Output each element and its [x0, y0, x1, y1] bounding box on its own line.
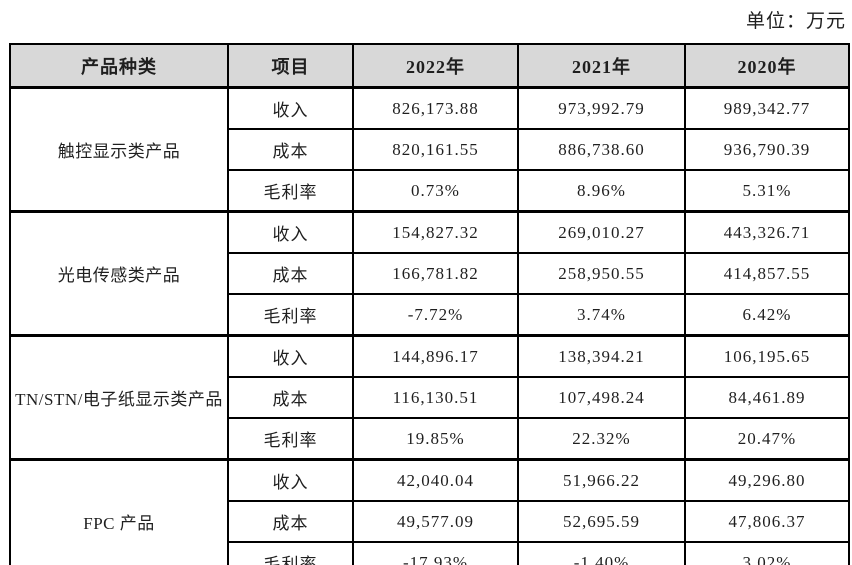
category-cell: TN/STN/电子纸显示类产品 [9, 334, 229, 461]
item-cell: 毛利率 [227, 169, 354, 213]
value-cell: 19.85% [352, 417, 519, 461]
table-row: 毛利率 0.73% 8.96% 5.31% [10, 169, 850, 213]
table-row: 毛利率 -17.93% -1.40% 3.02% [10, 541, 850, 565]
item-cell: 成本 [227, 376, 354, 419]
item-cell: 成本 [227, 500, 354, 543]
col-header-category: 产品种类 [9, 43, 229, 89]
value-cell: 107,498.24 [517, 376, 686, 419]
value-cell: 820,161.55 [352, 128, 519, 171]
value-cell: 84,461.89 [684, 376, 850, 419]
value-cell: 138,394.21 [517, 334, 686, 378]
value-cell: 51,966.22 [517, 458, 686, 502]
value-cell: 154,827.32 [352, 210, 519, 254]
col-header-item: 项目 [227, 43, 354, 89]
value-cell: 42,040.04 [352, 458, 519, 502]
category-cell: 触控显示类产品 [9, 86, 229, 213]
item-cell: 毛利率 [227, 293, 354, 337]
value-cell: -1.40% [517, 541, 686, 565]
table-row: 毛利率 -7.72% 3.74% 6.42% [10, 293, 850, 337]
value-cell: 6.42% [684, 293, 850, 337]
table-row: 成本 166,781.82 258,950.55 414,857.55 [10, 252, 850, 295]
value-cell: 52,695.59 [517, 500, 686, 543]
value-cell: 166,781.82 [352, 252, 519, 295]
table-row: 光电传感类产品 收入 154,827.32 269,010.27 443,326… [9, 210, 850, 337]
value-cell: 0.73% [352, 169, 519, 213]
col-header-2020: 2020年 [684, 43, 850, 89]
value-cell: 144,896.17 [352, 334, 519, 378]
table-row: 成本 820,161.55 886,738.60 936,790.39 [10, 128, 850, 171]
value-cell: 973,992.79 [517, 86, 686, 130]
table-row: 触控显示类产品 收入 826,173.88 973,992.79 989,342… [9, 86, 850, 213]
value-cell: 47,806.37 [684, 500, 850, 543]
item-cell: 毛利率 [227, 541, 354, 565]
item-cell: 收入 [227, 210, 354, 254]
item-cell: 收入 [227, 334, 354, 378]
item-cell: 收入 [227, 458, 354, 502]
col-header-2021: 2021年 [517, 43, 686, 89]
value-cell: -7.72% [352, 293, 519, 337]
value-cell: 20.47% [684, 417, 850, 461]
value-cell: 258,950.55 [517, 252, 686, 295]
value-cell: 22.32% [517, 417, 686, 461]
value-cell: 3.74% [517, 293, 686, 337]
value-cell: 8.96% [517, 169, 686, 213]
value-cell: 936,790.39 [684, 128, 850, 171]
value-cell: 414,857.55 [684, 252, 850, 295]
header-row: 产品种类 项目 2022年 2021年 2020年 [9, 43, 850, 89]
table-row: 成本 116,130.51 107,498.24 84,461.89 [10, 376, 850, 419]
table-row: 成本 49,577.09 52,695.59 47,806.37 [10, 500, 850, 543]
item-cell: 收入 [227, 86, 354, 130]
value-cell: 443,326.71 [684, 210, 850, 254]
value-cell: 989,342.77 [684, 86, 850, 130]
category-cell: 光电传感类产品 [9, 210, 229, 337]
item-cell: 毛利率 [227, 417, 354, 461]
value-cell: 886,738.60 [517, 128, 686, 171]
item-cell: 成本 [227, 128, 354, 171]
product-margin-table: 产品种类 项目 2022年 2021年 2020年 触控显示类产品 收入 826… [9, 43, 850, 565]
value-cell: 116,130.51 [352, 376, 519, 419]
table-row: FPC 产品 收入 42,040.04 51,966.22 49,296.80 [9, 458, 850, 565]
col-header-2022: 2022年 [352, 43, 519, 89]
value-cell: 49,296.80 [684, 458, 850, 502]
value-cell: 826,173.88 [352, 86, 519, 130]
category-cell: FPC 产品 [9, 458, 229, 565]
unit-label: 单位：万元 [745, 11, 846, 32]
value-cell: -17.93% [352, 541, 519, 565]
value-cell: 106,195.65 [684, 334, 850, 378]
value-cell: 5.31% [684, 169, 850, 213]
item-cell: 成本 [227, 252, 354, 295]
table-row: 毛利率 19.85% 22.32% 20.47% [10, 417, 850, 461]
table-row: TN/STN/电子纸显示类产品 收入 144,896.17 138,394.21… [9, 334, 850, 461]
value-cell: 3.02% [684, 541, 850, 565]
value-cell: 49,577.09 [352, 500, 519, 543]
value-cell: 269,010.27 [517, 210, 686, 254]
